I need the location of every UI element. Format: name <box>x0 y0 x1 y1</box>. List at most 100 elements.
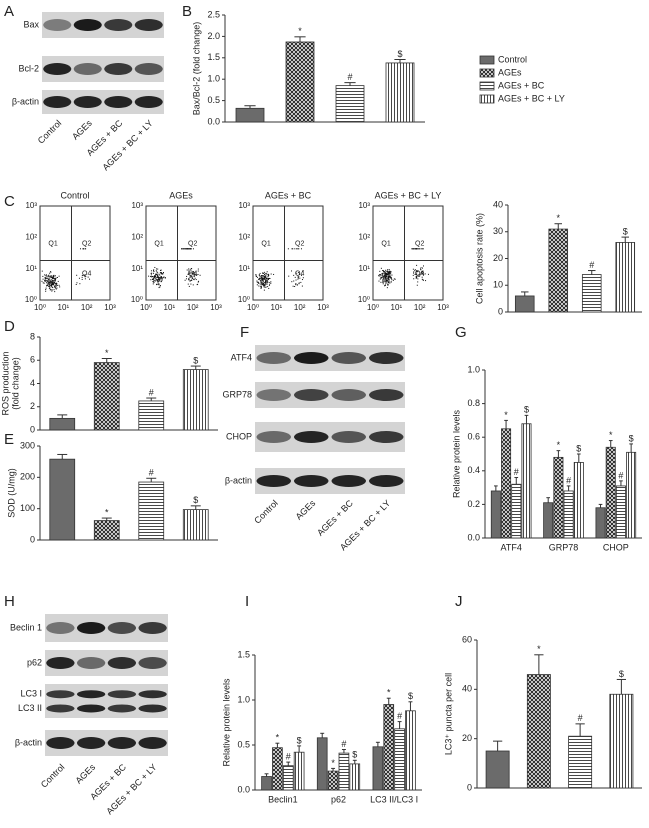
blot-band <box>107 622 137 634</box>
flow-dot <box>417 248 419 250</box>
flow-dot <box>260 275 262 277</box>
flow-dot <box>260 285 262 287</box>
flow-y-tick: 10² <box>238 232 250 241</box>
flow-dot <box>387 273 389 275</box>
quadrant-label: Q4 <box>415 271 424 278</box>
flow-dot <box>264 273 266 275</box>
flow-dot <box>192 271 194 273</box>
flow-dot <box>387 281 389 283</box>
flow-y-tick: 10³ <box>25 201 37 210</box>
flow-dot <box>55 277 57 279</box>
flow-dot <box>423 274 425 276</box>
flow-frame <box>39 205 111 301</box>
flow-dot <box>53 280 55 282</box>
bar <box>327 770 339 791</box>
flow-dot <box>162 277 164 279</box>
bar <box>553 456 564 539</box>
flow-dot <box>160 281 162 283</box>
flow-x-tick: 10⁰ <box>34 303 46 312</box>
flow-dot <box>57 280 59 282</box>
flow-dot <box>258 278 260 280</box>
flow-dot <box>56 287 58 289</box>
flow-dot <box>183 248 185 250</box>
blot-band <box>76 657 106 669</box>
flow-dot <box>388 269 390 271</box>
y-tick-label: 2.0 <box>207 31 220 41</box>
flow-dot <box>153 279 155 281</box>
y-tick-label: 0 <box>498 306 503 316</box>
bar <box>182 509 209 541</box>
flow-dot <box>51 276 53 278</box>
flow-dot <box>385 279 387 281</box>
flow-dot <box>47 275 49 277</box>
flow-dot <box>414 269 416 271</box>
significance-label: $ <box>524 405 529 415</box>
flow-y-tick: 10² <box>131 232 143 241</box>
flow-dot <box>85 248 87 250</box>
bar <box>338 752 350 791</box>
flow-dot <box>162 273 164 275</box>
flow-dot <box>417 248 419 250</box>
flow-dot <box>44 280 46 282</box>
legend-label: AGEs + BC + LY <box>498 93 565 103</box>
y-tick-label: 10 <box>493 280 503 290</box>
flow-dot <box>394 278 396 280</box>
flow-dot <box>383 280 385 282</box>
flow-dot <box>420 272 422 274</box>
bar <box>605 446 616 539</box>
quadrant-label: Q2 <box>415 240 424 247</box>
blot-row-label: β-actin <box>225 475 252 485</box>
y-axis-label: (fold change) <box>10 357 20 410</box>
flow-dot <box>158 276 160 278</box>
flow-dot <box>264 277 266 279</box>
flow-dot <box>260 287 262 289</box>
flow-dot <box>415 248 417 250</box>
panel-label: G <box>455 324 467 341</box>
flow-dot <box>267 281 269 283</box>
flow-dot <box>87 276 89 278</box>
flow-dot <box>155 280 157 282</box>
panel-label: F <box>240 324 249 341</box>
significance-label: $ <box>193 355 198 365</box>
flow-dot <box>49 282 51 284</box>
flow-dot <box>41 280 43 282</box>
flow-dot <box>380 276 382 278</box>
flow-dot <box>385 276 387 278</box>
flow-dot <box>388 272 390 274</box>
flow-dot <box>387 273 389 275</box>
flow-dot <box>255 275 257 277</box>
flow-dot <box>382 269 384 271</box>
bar <box>93 362 120 431</box>
flow-dot <box>184 248 186 250</box>
flow-dot <box>416 274 418 276</box>
flow-dot <box>261 282 263 284</box>
flow-dot <box>414 270 416 272</box>
flow-dot <box>50 282 52 284</box>
flow-dot <box>419 275 421 277</box>
flow-dot <box>389 275 391 277</box>
flow-dot <box>154 280 156 282</box>
flow-dot <box>49 272 51 274</box>
blot-band <box>138 690 167 699</box>
flow-dot <box>54 287 56 289</box>
bar <box>383 704 395 791</box>
flow-dot <box>427 273 429 275</box>
flow-dot <box>54 291 56 293</box>
flow-dot <box>295 279 297 281</box>
flow-dot <box>384 276 386 278</box>
flow-dot <box>389 276 391 278</box>
flow-dot <box>188 270 190 272</box>
flow-dot <box>192 248 194 250</box>
blot-row-label: ATF4 <box>231 352 252 362</box>
flow-dot <box>416 270 418 272</box>
flow-dot <box>48 279 50 281</box>
y-tick-label: 0.6 <box>467 432 480 442</box>
flow-dot <box>49 282 51 284</box>
flow-title: Control <box>60 190 89 200</box>
flow-dot <box>258 274 260 276</box>
flow-dot <box>296 248 298 250</box>
flow-dot <box>389 282 391 284</box>
flow-dot <box>47 279 49 281</box>
flow-dot <box>153 269 155 271</box>
flow-dot <box>255 274 257 276</box>
